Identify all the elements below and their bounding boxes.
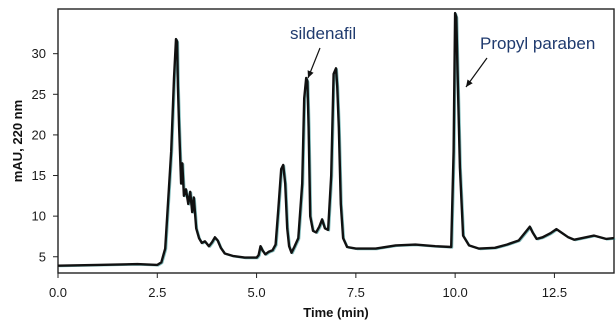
y-tick-label: 30 [32, 46, 46, 61]
x-tick-label: 7.5 [347, 285, 365, 300]
x-tick-label: 12.5 [542, 285, 567, 300]
peak-label: sildenafil [290, 24, 356, 43]
peak-annotations: sildenafil Propyl paraben [290, 24, 595, 88]
x-tick-label: 2.5 [148, 285, 166, 300]
y-tick-label: 10 [32, 209, 46, 224]
peak-arrow-head [466, 79, 473, 87]
x-tick-label: 10.0 [442, 285, 467, 300]
chromatogram-trace [57, 11, 615, 267]
x-axis-title: Time (min) [303, 305, 369, 320]
y-tick-label: 15 [32, 168, 46, 183]
peak-label: Propyl paraben [480, 34, 595, 53]
x-tick-label: 0.0 [49, 285, 67, 300]
y-tick-label: 20 [32, 127, 46, 142]
plot-frame [57, 8, 615, 274]
y-axis-title: mAU, 220 nm [10, 100, 25, 182]
y-tick-label: 5 [39, 249, 46, 264]
y-tick-label: 25 [32, 87, 46, 102]
peak-arrow-head [307, 70, 314, 78]
axis-ticks: 0.0 2.5 5.0 7.5 10.0 12.5 5 10 15 20 25 30 [32, 46, 568, 300]
x-tick-label: 5.0 [248, 285, 266, 300]
